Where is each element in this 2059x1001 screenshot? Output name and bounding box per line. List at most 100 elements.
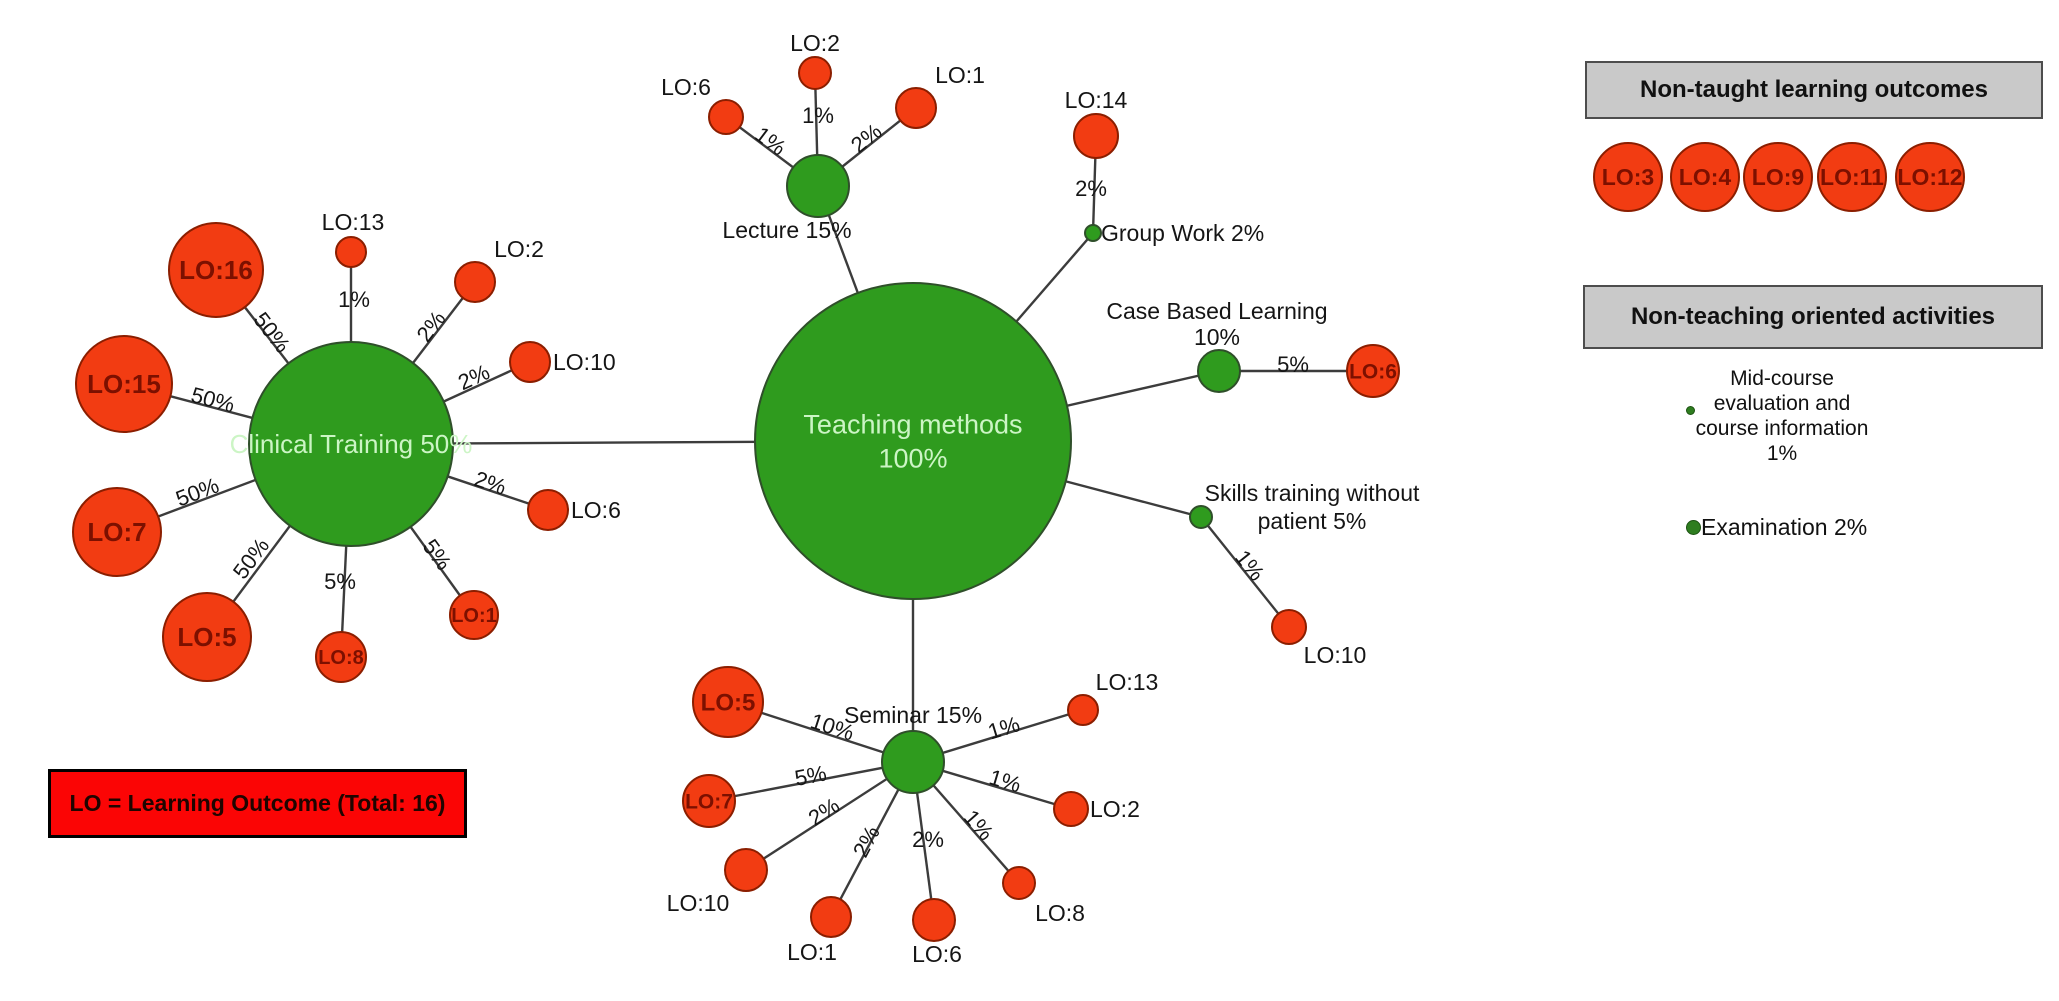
- node-label-ct-lo8: LO:8: [318, 647, 364, 669]
- non-taught-node-label: LO:9: [1752, 164, 1804, 190]
- panel-non-teaching-header: Non-teaching oriented activities: [1583, 285, 2043, 349]
- node-ct-lo13: [335, 236, 367, 268]
- node-ct-lo16: [168, 222, 264, 318]
- edge-label-clinical-training-ct-lo5: 50%: [228, 533, 274, 583]
- activity-mid-course-line: Mid-course: [1730, 367, 1834, 390]
- node-ct-lo1: [449, 590, 499, 640]
- edge-label-clinical-training-ct-lo7: 50%: [172, 473, 222, 512]
- node-sem-lo8: [1002, 866, 1036, 900]
- edge-label-clinical-training-ct-lo8: 5%: [324, 569, 356, 594]
- examination-dot-icon: [1686, 520, 1701, 535]
- node-label-ct-lo7: LO:7: [87, 517, 146, 547]
- node-label-sem-lo5: LO:5: [701, 689, 756, 716]
- edge-label-seminar-sem-lo13: 1%: [985, 711, 1023, 744]
- edge-label-seminar-sem-lo7: 5%: [793, 760, 829, 791]
- node-label-cbl-lo6: LO:6: [1349, 360, 1397, 383]
- activity-mid-course-line: 1%: [1766, 442, 1798, 465]
- node-label-sem-lo6: LO:6: [912, 941, 962, 967]
- edge-label-group-work-gw-lo14: 2%: [1075, 176, 1107, 201]
- node-label-sem-lo2: LO:2: [1090, 796, 1140, 822]
- edge-label-lecture-lec-lo6: 1%: [750, 121, 790, 160]
- activity-examination-label: Examination 2%: [1701, 514, 1868, 540]
- node-label-ct-lo15: LO:15: [87, 369, 161, 399]
- node-label-sem-lo7: LO:7: [685, 790, 733, 813]
- node-label-ct-lo6: LO:6: [571, 497, 621, 523]
- node-label-lec-lo1: LO:1: [935, 62, 985, 88]
- node-label-sem-lo10: LO:10: [667, 890, 730, 916]
- non-taught-node-label: LO:3: [1602, 164, 1654, 190]
- node-label-sem-lo13: LO:13: [1096, 669, 1159, 695]
- edge-label-clinical-training-ct-lo1: 5%: [418, 534, 457, 574]
- activity-mid-course-line: evaluation and: [1713, 392, 1851, 415]
- node-teaching-methods: [754, 282, 1072, 600]
- non-taught-node-3: [1817, 142, 1887, 212]
- edge-label-clinical-training-ct-lo15: 50%: [188, 382, 237, 417]
- node-lec-lo2: [798, 56, 832, 90]
- edge-label-seminar-sem-lo10: 2%: [804, 793, 844, 831]
- node-clinical-training: [248, 341, 454, 547]
- legend-box: LO = Learning Outcome (Total: 16): [48, 769, 467, 838]
- node-label-st-lo10: LO:10: [1304, 642, 1367, 668]
- node-label-seminar: Seminar 15%: [844, 702, 982, 728]
- node-ct-lo8: [315, 631, 367, 683]
- node-label-ct-lo13: LO:13: [322, 209, 385, 235]
- edge-seminar-sem-lo10: [745, 760, 914, 872]
- node-ct-lo6: [527, 489, 569, 531]
- node-lec-lo6: [708, 99, 744, 135]
- node-label-ct-lo1: LO:1: [451, 605, 497, 627]
- edge-label-seminar-sem-lo8: 1%: [959, 805, 999, 845]
- legend-label: LO = Learning Outcome (Total: 16): [69, 790, 446, 816]
- non-taught-node-label: LO:11: [1820, 164, 1884, 190]
- node-sem-lo6: [912, 898, 956, 942]
- node-label-ct-lo16: LO:16: [179, 255, 253, 285]
- node-label-group-work: Group Work 2%: [1101, 220, 1264, 246]
- node-label-ct-lo10: LO:10: [553, 349, 616, 375]
- node-label-teaching-methods: Teaching methods 100%: [803, 409, 1022, 473]
- node-label-sem-lo1: LO:1: [787, 939, 837, 965]
- node-ct-lo10: [509, 341, 551, 383]
- node-label-ct-lo5: LO:5: [177, 622, 236, 652]
- non-taught-node-label: LO:4: [1679, 164, 1732, 190]
- edge-label-lecture-lec-lo1: 2%: [846, 118, 886, 157]
- edge-label-clinical-training-ct-lo10: 2%: [454, 359, 493, 395]
- node-label-sem-lo8: LO:8: [1035, 900, 1085, 926]
- node-case-based-learning: [1197, 349, 1241, 393]
- activity-examination: Examination 2%: [1686, 514, 1867, 541]
- node-lecture: [786, 154, 850, 218]
- node-ct-lo15: [75, 335, 173, 433]
- node-sem-lo10: [724, 848, 768, 892]
- node-lec-lo1: [895, 87, 937, 129]
- node-cbl-lo6: [1346, 344, 1400, 398]
- activity-mid-course-line: course information: [1695, 417, 1869, 440]
- edge-label-case-based-learning-cbl-lo6: 5%: [1277, 352, 1309, 377]
- edge-label-lecture-lec-lo2: 1%: [802, 103, 834, 128]
- panel-non-taught-header: Non-taught learning outcomes: [1585, 61, 2043, 119]
- edge-label-clinical-training-ct-lo13: 1%: [338, 287, 370, 312]
- node-gw-lo14: [1073, 113, 1119, 159]
- node-sem-lo5: [692, 666, 764, 738]
- non-taught-node-2: [1743, 142, 1813, 212]
- node-ct-lo2: [454, 261, 496, 303]
- edge-label-skills-training-st-lo10: 1%: [1230, 545, 1269, 585]
- edge-label-clinical-training-ct-lo2: 2%: [411, 306, 450, 346]
- node-label-case-based-learning: Case Based Learning 10%: [1106, 298, 1327, 350]
- non-taught-node-0: [1593, 142, 1663, 212]
- non-taught-node-4: [1895, 142, 1965, 212]
- node-label-clinical-training: Clinical Training 50%: [230, 429, 473, 459]
- edge-label-seminar-sem-lo6: 2%: [912, 827, 944, 852]
- node-group-work: [1084, 224, 1102, 242]
- node-st-lo10: [1271, 609, 1307, 645]
- edge-label-clinical-training-ct-lo16: 50%: [249, 307, 296, 357]
- node-label-lec-lo2: LO:2: [790, 30, 840, 56]
- node-sem-lo7: [682, 774, 736, 828]
- mid-course-dot-icon: [1686, 406, 1695, 415]
- node-sem-lo13: [1067, 694, 1099, 726]
- non-taught-node-1: [1670, 142, 1740, 212]
- non-taught-node-label: LO:12: [1897, 164, 1962, 190]
- node-skills-training: [1189, 505, 1213, 529]
- node-label-skills-training: Skills training without patient 5%: [1205, 480, 1420, 534]
- activity-mid-course: Mid-course evaluation and course informa…: [1692, 366, 1872, 466]
- node-ct-lo5: [162, 592, 252, 682]
